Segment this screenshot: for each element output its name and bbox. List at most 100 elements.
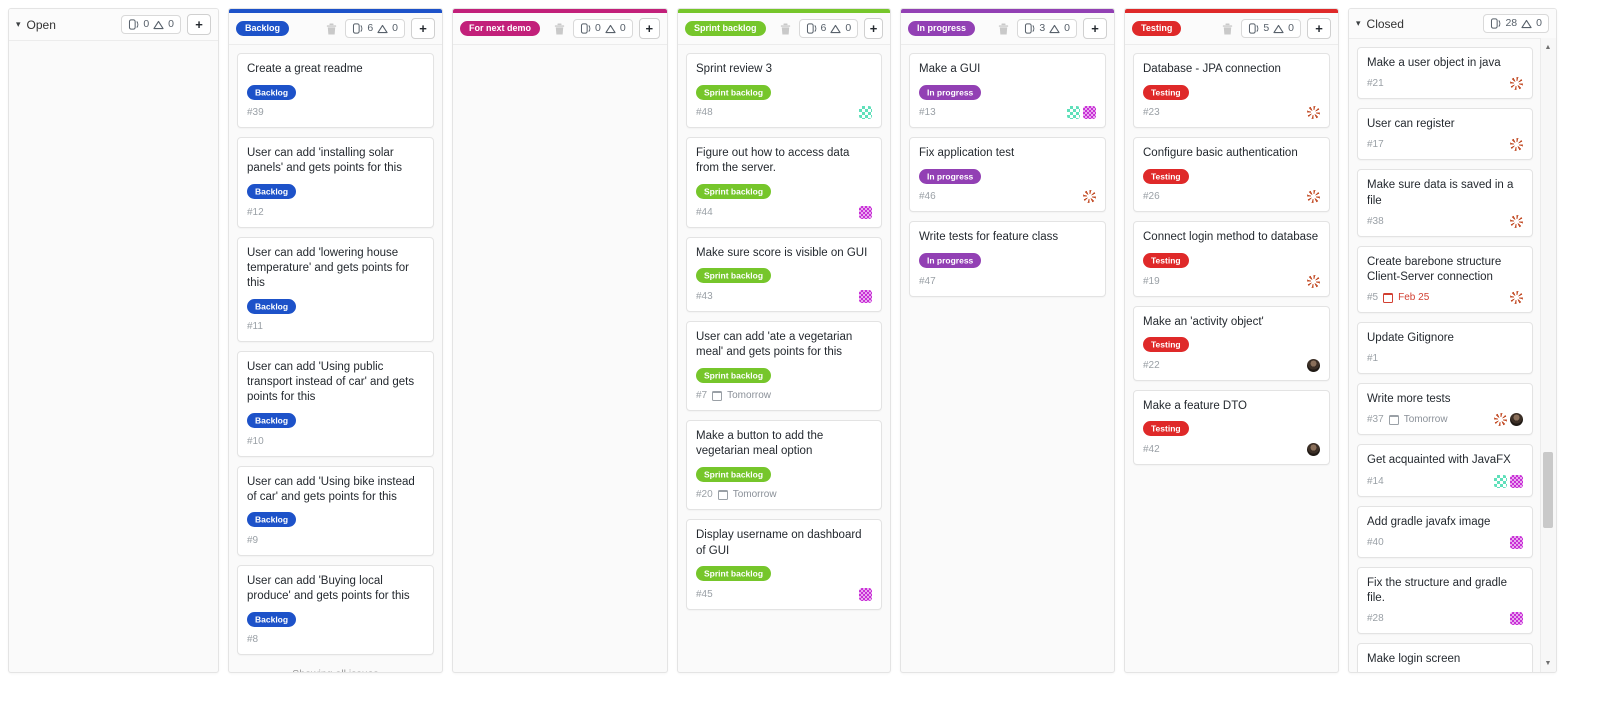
card-label-pill: Sprint backlog: [696, 84, 772, 100]
card-title: Make sure score is visible on GUI: [696, 246, 868, 259]
scroll-up-arrow-icon[interactable]: ▲: [1544, 43, 1552, 51]
card[interactable]: Create a great readme Backlog #39: [237, 53, 434, 129]
card[interactable]: Make a GUI In progress #13: [909, 53, 1106, 129]
column-body: Database - JPA connection Testing #23 Confi…: [1125, 45, 1338, 672]
card-label-row: Testing: [1143, 251, 1320, 269]
issue-number: #5: [1367, 292, 1379, 304]
card[interactable]: Fix the structure and gradle file. #28: [1357, 566, 1533, 635]
card-title: User can add 'Using bike instead of car'…: [247, 475, 415, 503]
card-label-row: Backlog: [247, 182, 424, 200]
delete-column-button[interactable]: [778, 23, 793, 35]
card-label-row: Sprint backlog: [696, 182, 872, 200]
column-label-pill[interactable]: In progress: [908, 21, 976, 36]
issue-number: #37: [1367, 414, 1384, 426]
card-label-pill: Backlog: [247, 611, 297, 627]
epics-count-icon: [1273, 24, 1284, 34]
card[interactable]: Make sure data is saved in a file #38: [1357, 169, 1533, 237]
issue-number: #22: [1143, 359, 1160, 371]
issue-number: #26: [1143, 191, 1160, 203]
card[interactable]: User can add 'installing solar panels' a…: [237, 137, 434, 228]
column-accent-bar: [229, 9, 442, 13]
card-meta-row: #13: [919, 106, 1096, 120]
avatar: [1307, 106, 1320, 120]
delete-column-button[interactable]: [552, 23, 567, 35]
card[interactable]: User can add 'lowering house temperature…: [237, 236, 434, 343]
card[interactable]: Create barebone structure Client-Server …: [1357, 245, 1533, 314]
add-card-button[interactable]: +: [411, 18, 435, 39]
add-card-button[interactable]: +: [638, 18, 660, 39]
card[interactable]: Add gradle javafx image #40: [1357, 505, 1533, 558]
column-scrollbar[interactable]: ▲ ▼: [1540, 38, 1556, 672]
issue-number: #8: [247, 634, 259, 646]
card-meta-row: #44: [696, 205, 872, 219]
due-date: Tomorrow: [1403, 414, 1448, 426]
card[interactable]: Figure out how to access data from the s…: [686, 137, 882, 228]
card[interactable]: Make a feature DTO Testing #42: [1133, 389, 1330, 465]
issue-number: #45: [696, 588, 713, 600]
collapse-caret-icon[interactable]: ▾: [16, 19, 21, 29]
column-label-pill[interactable]: For next demo: [460, 21, 541, 36]
epics-count-icon: [153, 20, 164, 30]
card[interactable]: Write more tests #37 Tomorrow: [1357, 383, 1533, 436]
card-title: Fix application test: [919, 147, 1015, 160]
card[interactable]: Make login screen#18: [1357, 643, 1533, 672]
card[interactable]: Make sure score is visible on GUI Sprint …: [686, 236, 882, 312]
card[interactable]: User can add 'ate a vegetarian meal' and…: [686, 320, 882, 412]
delete-column-button[interactable]: [1220, 23, 1235, 35]
issue-number: #19: [1143, 275, 1160, 287]
card[interactable]: User can register #17: [1357, 108, 1533, 161]
delete-column-button[interactable]: [996, 23, 1011, 35]
column-body: [9, 41, 218, 672]
card[interactable]: Sprint review 3 Sprint backlog #48: [686, 53, 882, 129]
add-card-button[interactable]: +: [1307, 18, 1331, 39]
column-header: In progress 3 0 +: [901, 13, 1114, 45]
add-card-button[interactable]: +: [187, 14, 211, 35]
card-label-row: Sprint backlog: [696, 564, 872, 582]
card-title: Make a user object in java: [1367, 57, 1501, 69]
scroll-down-arrow-icon[interactable]: ▼: [1544, 659, 1552, 667]
calendar-icon: [1383, 292, 1394, 303]
avatar: [1307, 190, 1320, 204]
card[interactable]: Database - JPA connection Testing #23: [1133, 53, 1330, 129]
avatar: [1307, 442, 1320, 456]
card[interactable]: Connect login method to database Testing #…: [1133, 221, 1330, 297]
card-meta-row: #21: [1367, 77, 1523, 91]
card[interactable]: Display username on dashboard of GUI Spri…: [686, 519, 882, 610]
card-label-pill: Sprint backlog: [696, 367, 772, 383]
card[interactable]: Make a button to add the vegetarian meal…: [686, 420, 882, 511]
card-meta-row: #37 Tomorrow: [1367, 413, 1523, 427]
issue-number: #9: [247, 534, 259, 546]
cards-count-icon: [806, 23, 817, 34]
card[interactable]: Get acquainted with JavaFX #14: [1357, 444, 1533, 497]
card-label-row: Backlog: [247, 296, 424, 314]
card[interactable]: Fix application test In progress #46: [909, 137, 1106, 213]
card-title: Write more tests: [1367, 393, 1451, 406]
column-label-pill[interactable]: Backlog: [236, 21, 290, 36]
column-accent-bar: [678, 9, 890, 13]
collapse-caret-icon[interactable]: ▾: [1356, 18, 1361, 28]
column-label-pill[interactable]: Sprint backlog: [685, 21, 766, 36]
card[interactable]: Make an 'activity object' Testing #22: [1133, 305, 1330, 381]
card[interactable]: User can add 'Buying local produce' and …: [237, 564, 434, 656]
card[interactable]: User can add 'Using public transport ins…: [237, 351, 434, 457]
column-open: ▾ Open 0 0 +: [8, 8, 219, 673]
card[interactable]: Configure basic authentication Testing #26: [1133, 137, 1330, 213]
add-card-button[interactable]: +: [1083, 18, 1107, 39]
card[interactable]: Update Gitignore #1: [1357, 322, 1533, 375]
avatar: [859, 205, 872, 219]
card[interactable]: Make a user object in java #21: [1357, 47, 1533, 100]
card-label-pill: In progress: [919, 253, 982, 269]
column-label-pill[interactable]: Testing: [1132, 21, 1182, 36]
card-meta-row: #45: [696, 587, 872, 601]
card[interactable]: Write tests for feature class In progress…: [909, 221, 1106, 297]
kanban-board: ▾ Open 0 0 + Backlog 6 0 + Create a great readme B…: [8, 8, 1557, 673]
scrollbar-thumb[interactable]: [1543, 452, 1553, 528]
column-body: Create a great readme Backlog #39 User can …: [229, 45, 442, 672]
epics-count: 0: [392, 22, 398, 35]
card-label-row: Sprint backlog: [696, 82, 872, 100]
avatar: [1510, 214, 1523, 228]
card[interactable]: User can add 'Using bike instead of car'…: [237, 465, 434, 556]
add-card-button[interactable]: +: [864, 18, 883, 39]
card-label-pill: Testing: [1143, 168, 1189, 184]
delete-column-button[interactable]: [324, 23, 339, 35]
